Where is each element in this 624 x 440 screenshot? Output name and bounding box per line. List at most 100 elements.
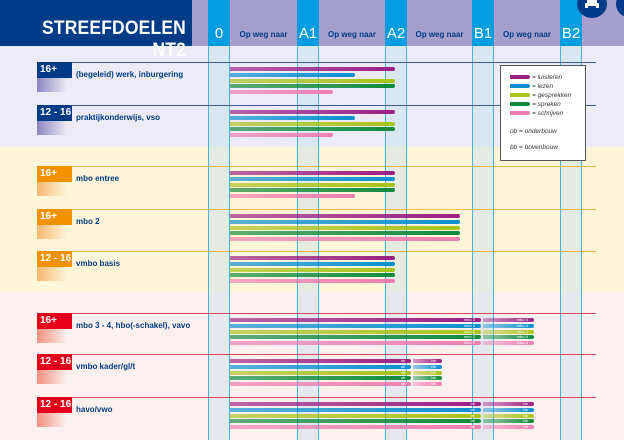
bar-luisteren-bb: bb [483, 401, 534, 406]
age-badge: 12 - 16 [37, 251, 72, 267]
level-header-b2: B2 [560, 0, 582, 46]
legend-swatch-schrijven [510, 111, 530, 116]
step-label: Op weg naar [239, 30, 288, 39]
bar-gesprekken [230, 267, 395, 272]
bar-segment-label: mbo 4 [516, 340, 528, 346]
level-label: B2 [561, 25, 581, 42]
bar-luisteren [230, 110, 395, 114]
bar-schrijven-mbo-4: mbo 4 [483, 340, 534, 346]
level-header-0: 0 [208, 0, 230, 46]
bar-luisteren-ob: ob [230, 358, 412, 363]
bar-segment-label: mbo 3 [463, 340, 475, 346]
bar-schrijven [230, 237, 461, 242]
page-title: STREEFDOELEN NT2 [41, 18, 186, 61]
bar-spreken [230, 188, 395, 193]
education-type-label: praktijkonderwijs, vso [76, 113, 161, 122]
bar-segment-label: mbo 4 [516, 334, 528, 340]
bar-segment-label: mbo 3 [463, 334, 475, 340]
bar-gesprekken [230, 182, 395, 187]
level-label: A1 [298, 25, 318, 42]
bar-schrijven-ob: ob [230, 381, 412, 387]
row-divider [37, 354, 596, 355]
bar-lezen [230, 261, 395, 266]
level-label: A2 [386, 25, 406, 42]
badge-gradient [37, 370, 67, 384]
step-label: Op weg naar [415, 30, 464, 39]
bar-segment-label: ob [400, 358, 406, 363]
bar-gesprekken-bb: bb [413, 369, 442, 375]
legend-note-bb: bb = bovenbouw [510, 144, 558, 151]
bar-lezen-bb: bb [483, 406, 534, 412]
legend-label: = schrijven [532, 110, 564, 117]
bar-segment-label: mbo 3 [463, 328, 475, 334]
bar-segment-label: ob [400, 363, 406, 369]
print-icon [585, 0, 599, 9]
education-type-label: vmbo basis [76, 259, 121, 268]
bar-segment-label: ob [470, 424, 475, 430]
bar-schrijven-bb: bb [483, 424, 534, 430]
menu-button[interactable] [616, 0, 624, 18]
bar-lezen [230, 72, 356, 77]
legend-label: = spreken [532, 101, 561, 108]
bar-luisteren-mbo-3: mbo 3 [230, 317, 481, 322]
print-button[interactable] [577, 0, 607, 18]
legend-item: = gesprekken [510, 92, 571, 99]
bar-luisteren [230, 171, 395, 175]
bar-luisteren-bb: bb [413, 358, 442, 363]
bar-segment-label: ob [470, 412, 475, 418]
bar-segment-label: mbo 3 [463, 322, 475, 328]
legend-item: = schrijven [510, 110, 563, 117]
level-column-0 [208, 0, 230, 440]
bar-gesprekken-bb: bb [483, 412, 534, 418]
bar-segment-label: bb [523, 418, 528, 424]
bar-segment-label: ob [470, 418, 475, 424]
bar-segment-label: bb [523, 412, 528, 418]
bar-luisteren-mbo-4: mbo 4 [483, 317, 534, 322]
bar-segment-label: mbo 4 [516, 322, 528, 328]
age-badge: 12 - 16 [37, 354, 72, 370]
step-label: Op weg naar [502, 30, 551, 39]
bar-schrijven-bb: bb [413, 381, 442, 387]
bar-gesprekken-mbo-4: mbo 4 [483, 328, 534, 334]
bar-gesprekken-mbo-3: mbo 3 [230, 328, 481, 334]
legend-item: = spreken [510, 101, 561, 108]
row-divider [37, 313, 596, 314]
bar-segment-label: bb [523, 401, 528, 406]
bar-lezen [230, 219, 461, 224]
title-box [0, 0, 192, 46]
bar-segment-label: mbo 4 [516, 328, 528, 334]
bar-schrijven [230, 133, 334, 138]
bar-lezen-ob: ob [230, 363, 412, 369]
bar-schrijven [230, 279, 395, 284]
bar-luisteren [230, 67, 395, 71]
bar-schrijven-ob: ob [230, 424, 481, 430]
legend-label: = luisteren [532, 74, 563, 81]
bar-segment-label: mbo 4 [516, 317, 528, 322]
bar-spreken [230, 231, 461, 236]
badge-gradient [37, 78, 67, 92]
bar-segment-label: bb [431, 369, 436, 375]
badge-gradient [37, 225, 67, 239]
bar-lezen [230, 115, 356, 120]
legend-label: = lezen [532, 83, 554, 90]
legend-swatch-spreken [510, 102, 530, 107]
bar-segment-label: bb [431, 375, 436, 381]
bar-lezen-mbo-4: mbo 4 [483, 322, 534, 328]
legend-label: = gesprekken [532, 92, 572, 99]
bar-luisteren [230, 256, 395, 260]
bar-spreken [230, 127, 395, 132]
bar-segment-label: bb [431, 363, 436, 369]
bar-segment-label: mbo 3 [463, 317, 475, 322]
bar-schrijven [230, 194, 356, 199]
bar-segment-label: bb [431, 381, 436, 387]
bar-segment-label: bb [523, 406, 528, 412]
bar-segment-label: ob [470, 401, 475, 406]
level-header-a1: A1 [297, 0, 319, 46]
legend-item: = luisteren [510, 74, 562, 81]
legend: = luisteren = lezen = gesprekken = sprek… [500, 65, 586, 161]
bar-lezen-ob: ob [230, 407, 481, 412]
bar-segment-label: ob [400, 375, 406, 381]
bar-spreken-bb: bb [483, 418, 534, 424]
row-divider [37, 62, 596, 63]
level-header-a2: A2 [385, 0, 407, 46]
